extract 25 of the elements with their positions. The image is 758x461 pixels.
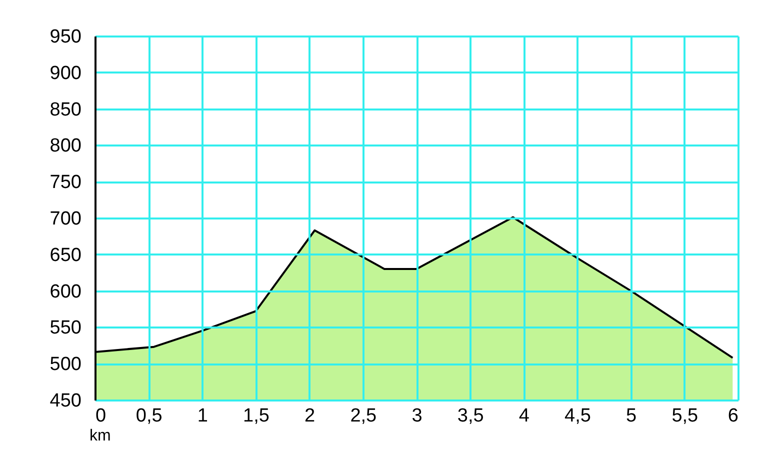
y-tick-label: 700 xyxy=(50,208,82,230)
x-tick-label: 5,5 xyxy=(672,406,698,426)
y-tick-label: 900 xyxy=(50,62,82,84)
y-tick-label: 550 xyxy=(50,318,82,339)
y-tick-label: 850 xyxy=(50,99,82,120)
x-tick-label: 2,5 xyxy=(350,406,377,426)
x-axis-title: km xyxy=(90,428,111,444)
y-tick-label: 650 xyxy=(50,244,82,266)
y-tick-label: 600 xyxy=(50,281,82,302)
x-tick-label: 4 xyxy=(518,406,530,426)
x-tick-label: 4,5 xyxy=(564,406,591,426)
y-tick-label: 800 xyxy=(50,136,82,157)
y-tick-label: 450 xyxy=(50,390,82,412)
y-tick-label: 500 xyxy=(50,354,82,376)
y-tick-label: 750 xyxy=(50,172,82,194)
x-tick-label: 2 xyxy=(304,406,316,426)
x-tick-label: 1,5 xyxy=(243,406,270,426)
x-tick-label: 3 xyxy=(412,406,422,426)
x-tick-label: 5 xyxy=(626,406,637,426)
x-tick-label: 0 xyxy=(96,406,106,426)
x-tick-label: 0,5 xyxy=(136,406,162,426)
x-tick-label: 6 xyxy=(728,406,738,426)
x-tick-label: 3,5 xyxy=(457,406,484,426)
y-tick-label: 950 xyxy=(50,26,82,48)
x-tick-label: 1 xyxy=(197,406,208,426)
